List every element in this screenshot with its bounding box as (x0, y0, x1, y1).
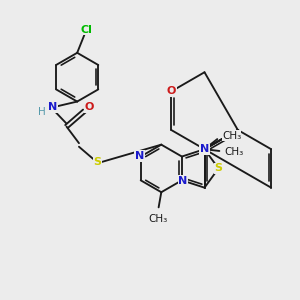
Text: N: N (178, 176, 188, 186)
Text: N: N (200, 144, 209, 154)
Text: CH₃: CH₃ (148, 214, 167, 224)
Text: Cl: Cl (80, 25, 92, 34)
Text: CH₃: CH₃ (224, 147, 243, 157)
Text: CH₃: CH₃ (222, 130, 241, 140)
Text: N: N (135, 151, 144, 161)
Text: H: H (38, 107, 45, 117)
Text: N: N (48, 102, 57, 112)
Text: O: O (167, 86, 176, 96)
Text: O: O (84, 103, 94, 112)
Text: S: S (214, 164, 223, 173)
Text: S: S (93, 157, 101, 167)
